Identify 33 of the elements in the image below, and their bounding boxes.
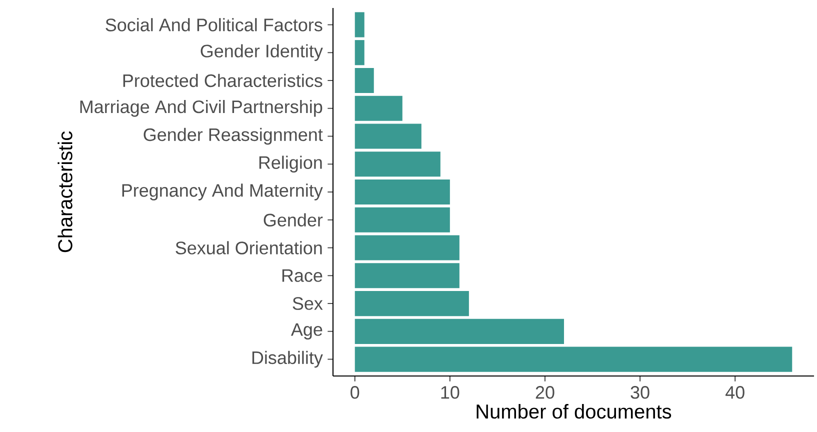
bar	[354, 318, 564, 344]
y-tick-label: Protected Characteristics	[123, 74, 322, 88]
y-axis-title: Characteristic	[58, 131, 72, 252]
x-tick-label: 40	[726, 386, 744, 399]
y-tick-label: Social And Political Factors	[106, 18, 322, 32]
y-tick-label: Disability	[252, 350, 323, 368]
y-tick-label: Race	[282, 269, 322, 282]
y-tick-label: Gender Identity	[200, 44, 323, 62]
x-axis-title: Number of documents	[476, 404, 672, 419]
y-tick-label: Pregnancy And Maternity	[122, 184, 323, 200]
x-tick-label: 0	[350, 386, 360, 399]
y-tick-label: Sex	[292, 297, 323, 310]
y-tick-label: Gender	[264, 213, 323, 226]
bar	[354, 152, 440, 177]
y-tick-label: Religion	[259, 156, 322, 173]
y-tick-label: Gender Reassignment	[144, 128, 323, 145]
bar	[354, 290, 469, 316]
x-tick-label: 30	[630, 386, 650, 399]
bar	[354, 235, 460, 260]
y-tick-label: Marriage And Civil Partnership	[80, 100, 322, 117]
bar	[354, 40, 364, 66]
bar	[354, 263, 460, 288]
x-tick-label: 10	[441, 386, 460, 399]
bar	[354, 207, 450, 232]
bar	[354, 96, 402, 121]
y-tick-label: Age	[290, 323, 322, 340]
bar	[354, 346, 792, 372]
bar	[354, 179, 450, 205]
y-tick-label: Sexual Orientation	[176, 241, 322, 254]
bar	[354, 12, 364, 38]
x-tick-label: 20	[536, 386, 554, 399]
bar	[354, 124, 422, 149]
bar	[354, 68, 374, 94]
